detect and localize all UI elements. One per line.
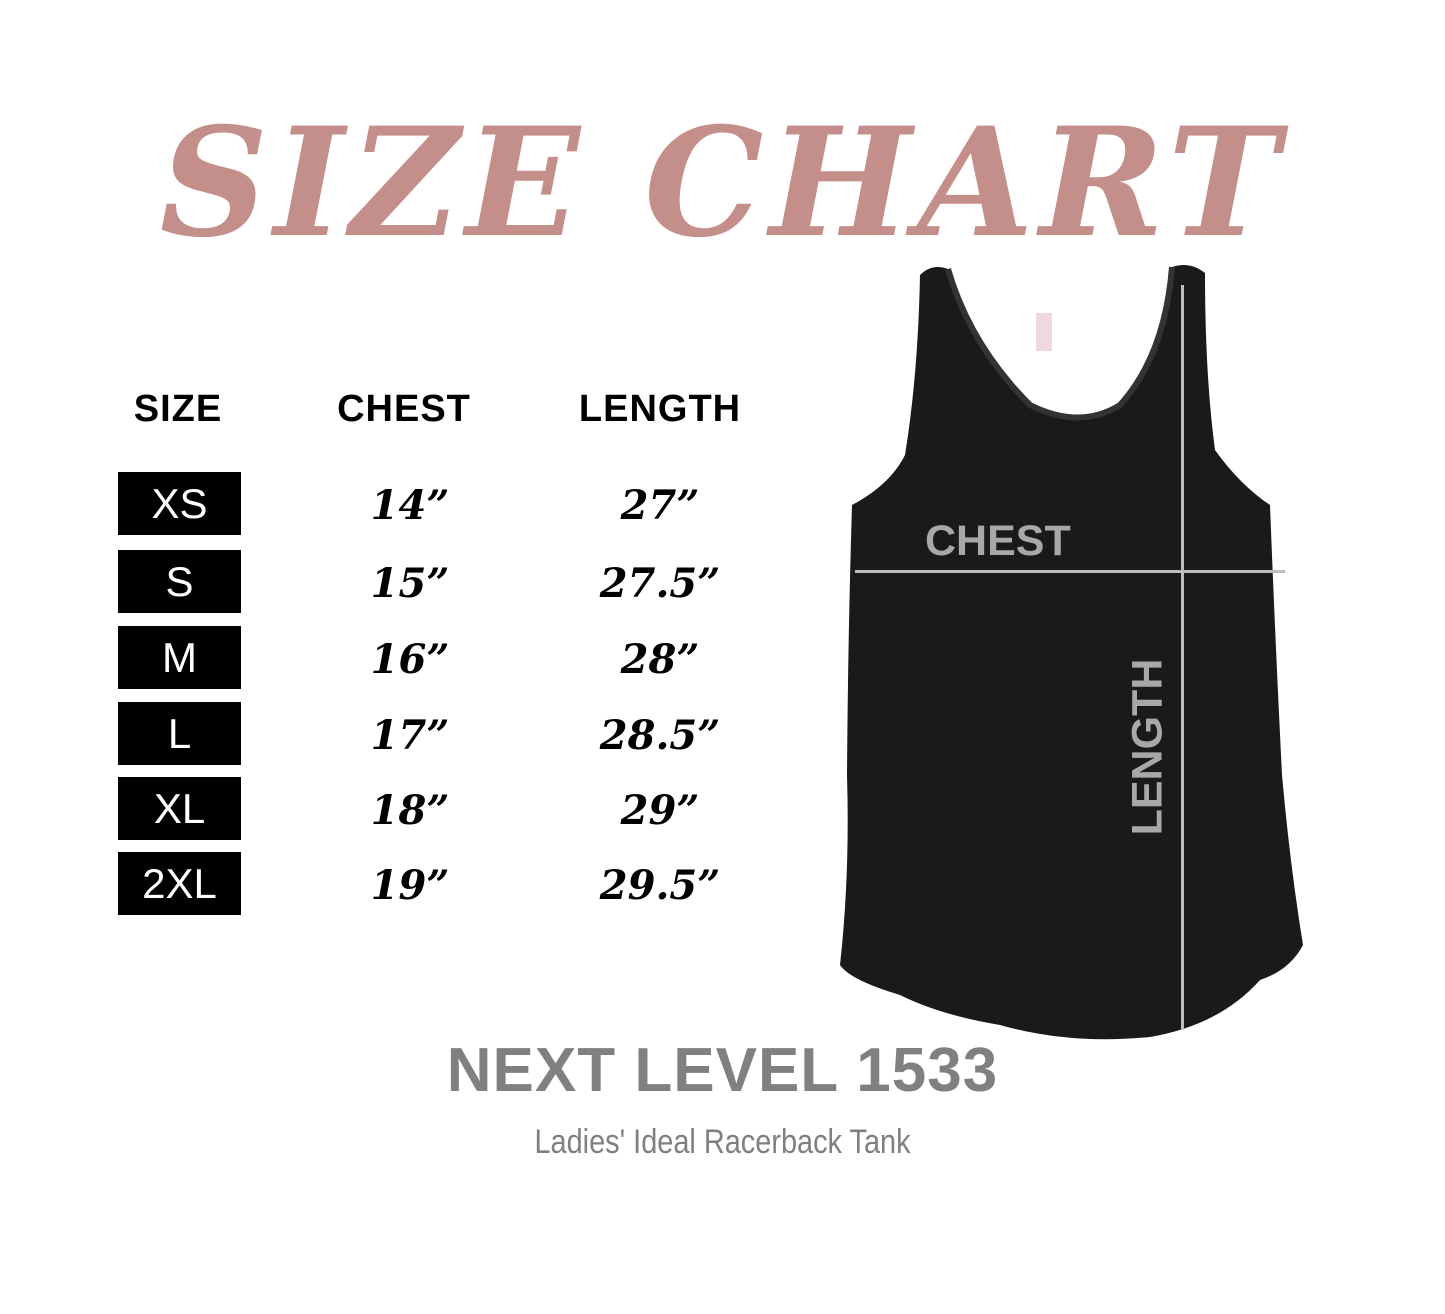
product-description: Ladies' Ideal Racerback Tank bbox=[534, 1123, 911, 1161]
size-badge: XS bbox=[118, 472, 241, 535]
chest-measure-line bbox=[855, 570, 1285, 573]
size-badge: 2XL bbox=[118, 852, 241, 915]
page-title: SIZE CHART bbox=[159, 95, 1286, 271]
tank-body bbox=[840, 265, 1303, 1040]
length-value: 28” bbox=[620, 636, 700, 683]
chest-label: CHEST bbox=[925, 517, 1071, 565]
chest-value: 15” bbox=[370, 560, 450, 607]
chest-value: 14” bbox=[370, 482, 450, 529]
size-badge: S bbox=[118, 550, 241, 613]
size-badge: XL bbox=[118, 777, 241, 840]
length-value: 29.5” bbox=[599, 862, 721, 909]
chest-value: 17” bbox=[370, 712, 450, 759]
length-value: 29” bbox=[620, 787, 700, 834]
length-measure-line bbox=[1181, 285, 1184, 1030]
chest-value: 16” bbox=[370, 636, 450, 683]
length-value: 27” bbox=[620, 482, 700, 529]
chest-value: 19” bbox=[370, 862, 450, 909]
size-badge: M bbox=[118, 626, 241, 689]
header-size: SIZE bbox=[133, 388, 223, 430]
length-label: LENGTH bbox=[1123, 658, 1172, 836]
header-chest: CHEST bbox=[337, 388, 471, 430]
header-length: LENGTH bbox=[578, 388, 742, 430]
chest-value: 18” bbox=[370, 787, 450, 834]
length-value: 27.5” bbox=[599, 560, 721, 607]
size-badge: L bbox=[118, 702, 241, 765]
length-value: 28.5” bbox=[599, 712, 721, 759]
product-model: NEXT LEVEL 1533 bbox=[446, 1036, 999, 1105]
tank-top-illustration bbox=[840, 265, 1303, 1040]
